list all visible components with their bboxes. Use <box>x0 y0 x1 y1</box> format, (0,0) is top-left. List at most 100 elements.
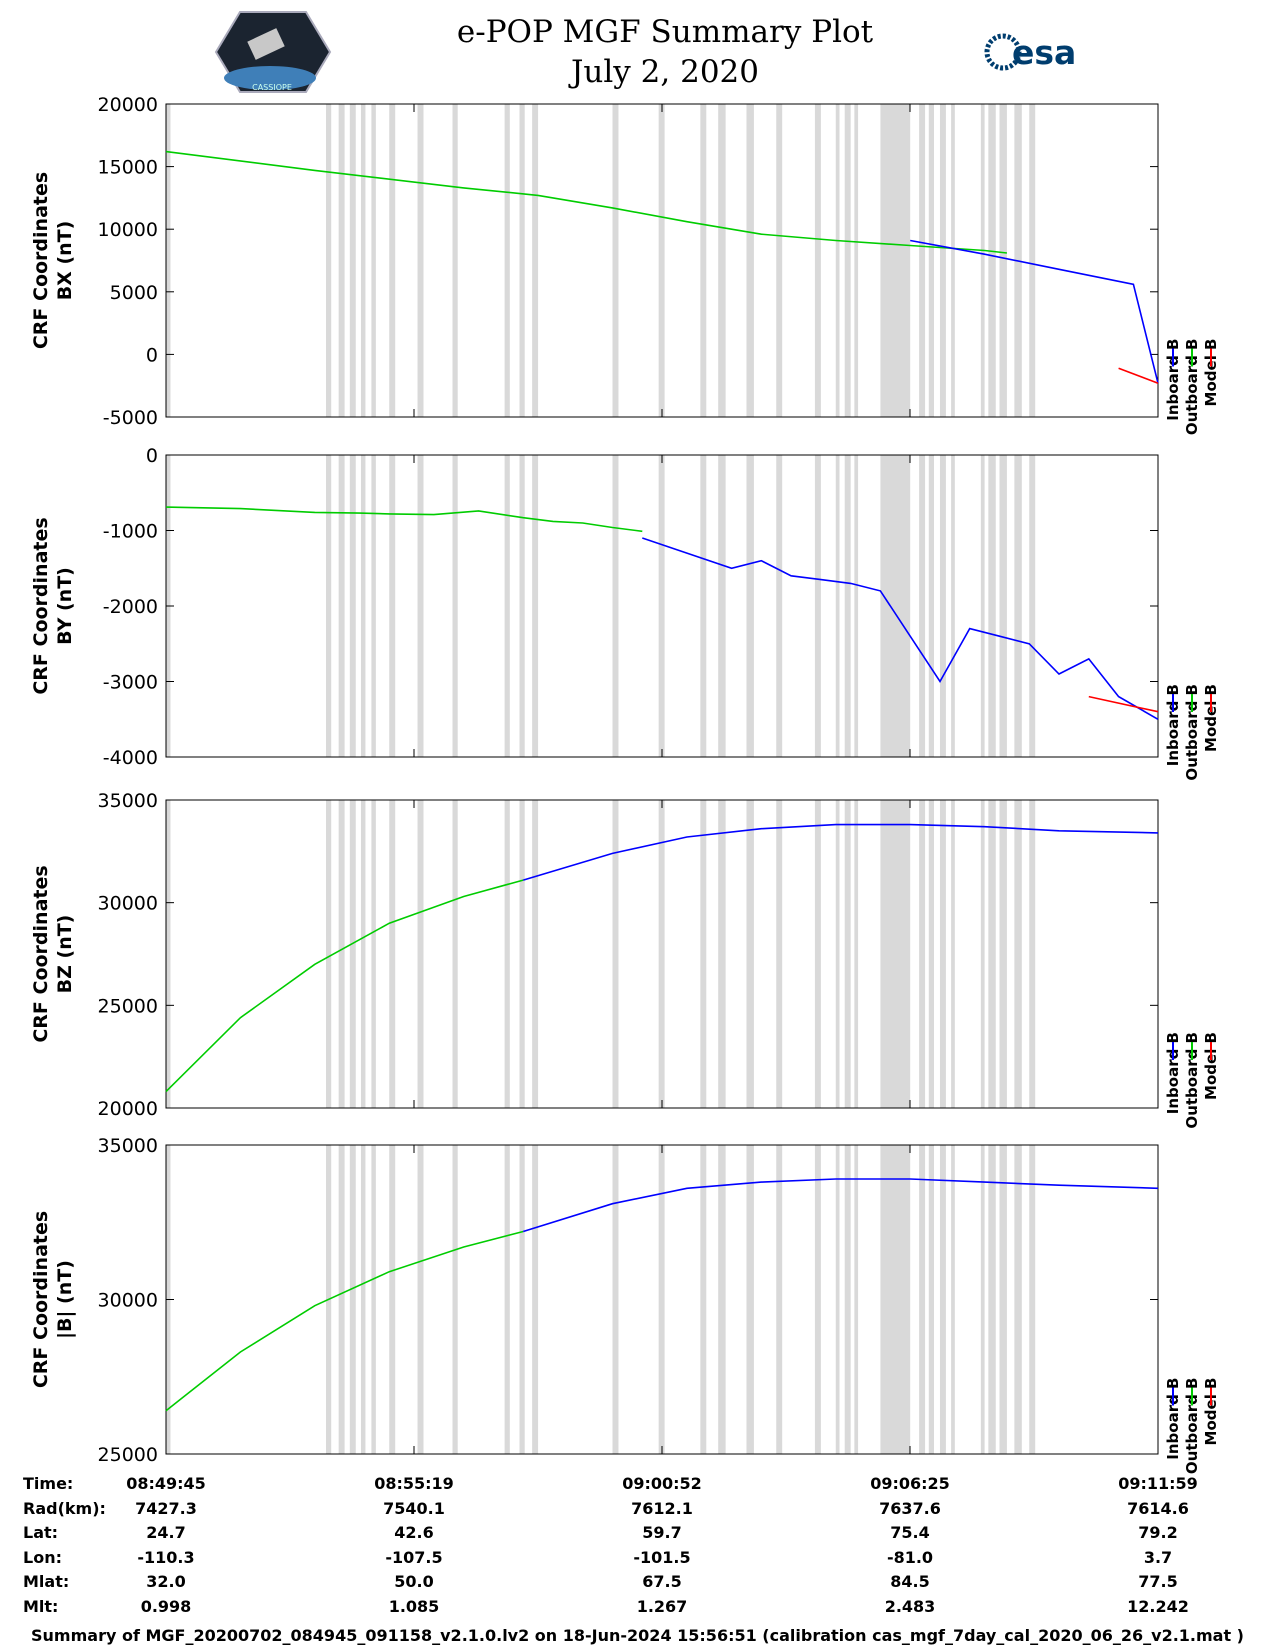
orbit-row-label-2: Lat: <box>23 1523 58 1542</box>
panel-by: 0 -1000 -2000 -3000 -4000 CRF Coordinates BY (… <box>30 445 1220 781</box>
data-gap-bx-24 <box>928 104 934 417</box>
data-gap-bz-16 <box>746 800 754 1108</box>
cassiope-logo-icon: CASSIOPE <box>214 11 332 93</box>
data-gap-bmag-5 <box>371 1145 376 1454</box>
data-gap-by-20 <box>844 455 851 757</box>
orbit-value-1-2: 42.6 <box>394 1523 433 1542</box>
data-gap-bz-21 <box>854 800 859 1108</box>
data-gap-by-8 <box>452 455 458 757</box>
series-line-bz-outboard-b <box>165 879 524 1093</box>
data-gap-by-9 <box>504 455 510 757</box>
data-gap-bx-5 <box>371 104 376 417</box>
data-gap-bz-5 <box>371 800 376 1108</box>
data-gap-by-6 <box>389 455 396 757</box>
panel-bz: 35000 30000 25000 20000 CRF Coordinates BZ (n… <box>30 790 1220 1129</box>
data-gap-bz-20 <box>844 800 851 1108</box>
cassiope-logo-text: CASSIOPE <box>252 83 292 92</box>
data-gap-bmag-10 <box>519 1145 525 1454</box>
y-tick-label-by-4: -4000 <box>103 747 158 769</box>
data-gap-bz-2 <box>338 800 345 1108</box>
y-tick-label-bz-3: 20000 <box>98 1098 158 1120</box>
y-tick-label-by-1: -1000 <box>103 521 158 543</box>
y-axis-label2-bz: BZ (nT) <box>54 915 76 994</box>
data-gap-bmag-7 <box>417 1145 424 1454</box>
data-gap-by-28 <box>988 455 996 757</box>
data-gap-bz-26 <box>951 800 955 1108</box>
y-axis-label-bmag: CRF Coordinates <box>30 1211 52 1388</box>
data-gap-bz-0 <box>166 800 171 1108</box>
data-gap-bx-27 <box>980 104 985 417</box>
series-line-by-model-b <box>1088 695 1159 713</box>
data-gap-bx-1 <box>326 104 332 417</box>
legend-label-bx-2: Model B <box>1202 339 1220 407</box>
data-gap-bx-10 <box>519 104 525 417</box>
data-gap-bx-29 <box>999 104 1007 417</box>
orbit-value-4-4: 77.5 <box>1138 1572 1177 1591</box>
data-gap-by-30 <box>1014 455 1022 757</box>
orbit-value-0-4: 32.0 <box>146 1572 185 1591</box>
data-gap-by-17 <box>776 455 783 757</box>
data-gap-bz-15 <box>718 800 726 1108</box>
data-gap-bz-30 <box>1014 800 1022 1108</box>
y-tick-label-bmag-0: 35000 <box>98 1135 158 1157</box>
series-line-bz-inboard-b <box>522 823 1159 881</box>
data-gap-bx-12 <box>612 104 619 417</box>
orbit-row-label-5: Mlt: <box>23 1597 58 1616</box>
orbit-value-1-4: 50.0 <box>394 1572 433 1591</box>
data-gap-bmag-24 <box>928 1145 934 1454</box>
legend-label-bz-2: Model B <box>1202 1032 1220 1100</box>
data-gap-by-31 <box>1029 455 1036 757</box>
data-gap-by-2 <box>338 455 345 757</box>
data-gap-bmag-15 <box>718 1145 726 1454</box>
orbit-value-4-2: 79.2 <box>1138 1523 1177 1542</box>
y-axis-label2-by: BY (nT) <box>54 567 76 645</box>
series-line-bx-model-b <box>1118 367 1159 384</box>
data-gap-bz-10 <box>519 800 525 1108</box>
data-gap-bx-0 <box>166 104 171 417</box>
data-gap-bz-18 <box>814 800 821 1108</box>
data-gap-by-12 <box>612 455 619 757</box>
data-gap-bmag-22 <box>880 1145 911 1454</box>
data-gap-bz-24 <box>928 800 934 1108</box>
orbit-row-label-1: Rad(km): <box>23 1499 106 1518</box>
data-gap-bx-6 <box>389 104 396 417</box>
data-gap-bmag-3 <box>349 1145 356 1454</box>
data-gap-bmag-30 <box>1014 1145 1022 1454</box>
data-gap-bmag-6 <box>389 1145 396 1454</box>
data-gap-bz-28 <box>988 800 996 1108</box>
data-gap-bz-17 <box>776 800 783 1108</box>
orbit-value-0-1: 7427.3 <box>135 1499 197 1518</box>
data-gap-bx-2 <box>338 104 345 417</box>
plot-title: e-POP MGF Summary Plot <box>456 14 874 50</box>
data-gap-bmag-13 <box>658 1145 665 1454</box>
data-gap-bmag-4 <box>360 1145 366 1454</box>
orbit-value-2-4: 67.5 <box>642 1572 681 1591</box>
orbit-value-4-5: 12.242 <box>1127 1597 1189 1616</box>
legend-label-bmag-2: Model B <box>1202 1378 1220 1446</box>
data-gap-bmag-12 <box>612 1145 619 1454</box>
data-gap-bx-4 <box>360 104 366 417</box>
data-gap-bz-19 <box>835 800 840 1108</box>
legend-label-by-2: Model B <box>1202 684 1220 752</box>
data-gap-bz-25 <box>939 800 946 1108</box>
y-tick-label-bx-1: 15000 <box>98 157 158 179</box>
orbit-row-label-4: Mlat: <box>23 1572 69 1591</box>
orbit-value-3-5: 2.483 <box>885 1597 936 1616</box>
y-tick-label-bx-4: 0 <box>146 344 158 366</box>
data-gap-bmag-20 <box>844 1145 851 1454</box>
data-gap-bx-17 <box>776 104 783 417</box>
y-tick-label-bz-1: 30000 <box>98 893 158 915</box>
data-gap-bz-22 <box>880 800 911 1108</box>
panel-bmag: 35000 30000 25000 CRF Coordinates |B| (nT) In… <box>30 1135 1220 1474</box>
data-gap-bx-8 <box>452 104 458 417</box>
y-axis-label-bz: CRF Coordinates <box>30 865 52 1042</box>
data-gap-bz-11 <box>532 800 539 1108</box>
data-gap-by-29 <box>999 455 1007 757</box>
series-line-by-outboard-b <box>165 506 643 533</box>
esa-logo-icon: esa <box>984 33 1076 72</box>
data-gap-by-1 <box>326 455 332 757</box>
y-tick-label-by-3: -3000 <box>103 672 158 694</box>
data-gap-bz-7 <box>417 800 424 1108</box>
data-gap-bz-29 <box>999 800 1007 1108</box>
data-gap-bmag-9 <box>504 1145 510 1454</box>
